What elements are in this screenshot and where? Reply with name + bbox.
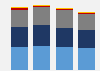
Bar — [11, 8, 28, 10]
Bar — [78, 48, 95, 70]
Bar — [78, 13, 95, 14]
Bar — [78, 12, 95, 13]
Bar — [33, 25, 50, 46]
Bar — [56, 28, 73, 47]
Bar — [78, 30, 95, 48]
Bar — [11, 47, 28, 70]
Bar — [11, 27, 28, 47]
Bar — [56, 47, 73, 70]
Bar — [33, 6, 50, 7]
Bar — [33, 5, 50, 6]
Bar — [78, 14, 95, 30]
Bar — [56, 9, 73, 10]
Bar — [11, 10, 28, 27]
Bar — [11, 7, 28, 8]
Bar — [56, 8, 73, 9]
Bar — [56, 10, 73, 28]
Bar — [33, 46, 50, 70]
Bar — [33, 7, 50, 25]
